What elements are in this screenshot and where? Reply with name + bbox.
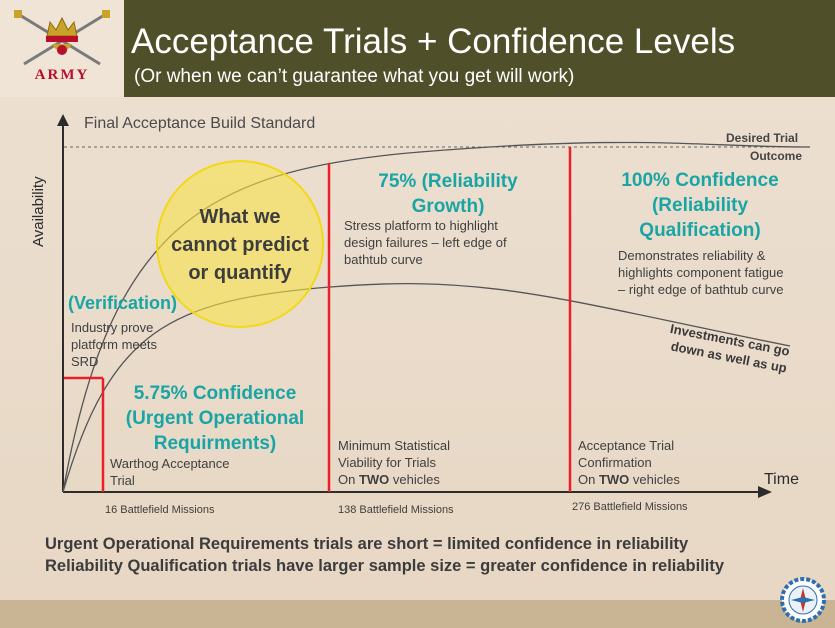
- urgent-line2: (Urgent Operational: [125, 408, 305, 429]
- accept-line3-post: vehicles: [629, 472, 680, 487]
- growth-desc-line1: Stress platform to highlight: [344, 218, 498, 233]
- growth-desc-line2: design failures – left edge of: [344, 235, 507, 250]
- growth-line1: 75% (Reliability: [378, 171, 518, 192]
- accept-line3-pre: On: [578, 472, 599, 487]
- urgent-confidence-label: 5.75% Confidence (Urgent Operational Req…: [108, 381, 322, 456]
- missions-label-2: 138 Battlefield Missions: [338, 504, 454, 516]
- y-axis-arrow: [57, 114, 69, 126]
- min-line3-pre: On: [338, 472, 359, 487]
- verification-desc-line3: SRD: [71, 354, 99, 369]
- acceptance-confirmation-label: Acceptance Trial Confirmation On TWO veh…: [578, 437, 680, 488]
- qual-line1: 100% Confidence: [621, 170, 779, 191]
- growth-line2: Growth): [411, 196, 485, 217]
- crossed-swords-crown-icon: [14, 10, 110, 66]
- circle-text-line2: cannot predict: [171, 234, 309, 256]
- compass-gear-icon: [780, 577, 826, 623]
- growth-desc: Stress platform to highlight design fail…: [344, 217, 507, 268]
- qual-desc-line2: highlights component fatigue: [618, 265, 784, 280]
- min-line3-post: vehicles: [389, 472, 440, 487]
- actual-availability-curve: [62, 283, 791, 493]
- page-title: Acceptance Trials + Confidence Levels: [131, 22, 736, 61]
- urgent-line1: 5.75% Confidence: [133, 383, 297, 404]
- qual-desc-line3: – right edge of bathtub curve: [618, 282, 784, 297]
- qualification-confidence-label: 100% Confidence (Reliability Qualificati…: [600, 168, 800, 243]
- x-axis-arrow: [758, 486, 772, 498]
- verification-desc-line1: Industry prove: [71, 320, 154, 335]
- desired-outcome-curve: [62, 141, 811, 493]
- army-logo: ARMY: [0, 0, 124, 97]
- verification-title: (Verification): [68, 293, 178, 313]
- min-line2: Viability for Trials: [338, 455, 437, 470]
- accept-line1: Acceptance Trial: [578, 438, 675, 453]
- page-subtitle: (Or when we can’t guarantee what you get…: [134, 66, 575, 87]
- qual-line2: (Reliability: [651, 195, 749, 216]
- min-line3-bold: TWO: [358, 472, 390, 487]
- missions-label-1: 16 Battlefield Missions: [105, 504, 215, 516]
- growth-confidence-label: 75% (Reliability Growth): [350, 169, 546, 219]
- min-viability-label: Minimum Statistical Viability for Trials…: [338, 437, 450, 488]
- qualification-desc: Demonstrates reliability & highlights co…: [618, 247, 784, 298]
- verification-desc: Industry prove platform meets SRD: [71, 319, 157, 370]
- desired-outcome-label-1: Desired Trial: [726, 131, 799, 145]
- growth-desc-line3: bathtub curve: [344, 252, 423, 267]
- urgent-line3: Requirments): [153, 433, 277, 454]
- min-line3: On TWO vehicles: [338, 471, 450, 488]
- accept-line2: Confirmation: [578, 455, 652, 470]
- final-standard-label: Final Acceptance Build Standard: [84, 115, 316, 132]
- circle-text-line1: What we: [199, 206, 281, 228]
- slide-body: [0, 97, 835, 600]
- summary-line-1: Urgent Operational Requirements trials a…: [45, 535, 689, 553]
- warthog-trial-label: Warthog Acceptance Trial: [110, 455, 229, 489]
- x-axis-label: Time: [764, 471, 799, 488]
- circle-text-line3: or quantify: [188, 262, 292, 284]
- warthog-line1: Warthog Acceptance: [110, 456, 230, 471]
- qual-line3: Qualification): [639, 220, 761, 241]
- verification-desc-line2: platform meets: [71, 337, 157, 352]
- y-axis-label: Availability: [30, 176, 47, 247]
- circle-text: What we cannot predict or quantify: [150, 203, 330, 287]
- header-bar: ARMY Acceptance Trials + Confidence Leve…: [0, 0, 835, 97]
- desired-outcome-label-2: Outcome: [750, 149, 803, 163]
- min-line1: Minimum Statistical: [338, 438, 450, 453]
- accept-line3: On TWO vehicles: [578, 471, 680, 488]
- qual-desc-line1: Demonstrates reliability &: [618, 248, 766, 263]
- army-logo-text: ARMY: [34, 67, 90, 83]
- summary-line-2: Reliability Qualification trials have la…: [45, 557, 725, 575]
- unpredictable-circle: [156, 160, 324, 328]
- missions-label-3: 276 Battlefield Missions: [572, 501, 688, 513]
- footer-strip: [0, 600, 835, 628]
- warthog-line2: Trial: [110, 473, 135, 488]
- accept-line3-bold: TWO: [598, 472, 630, 487]
